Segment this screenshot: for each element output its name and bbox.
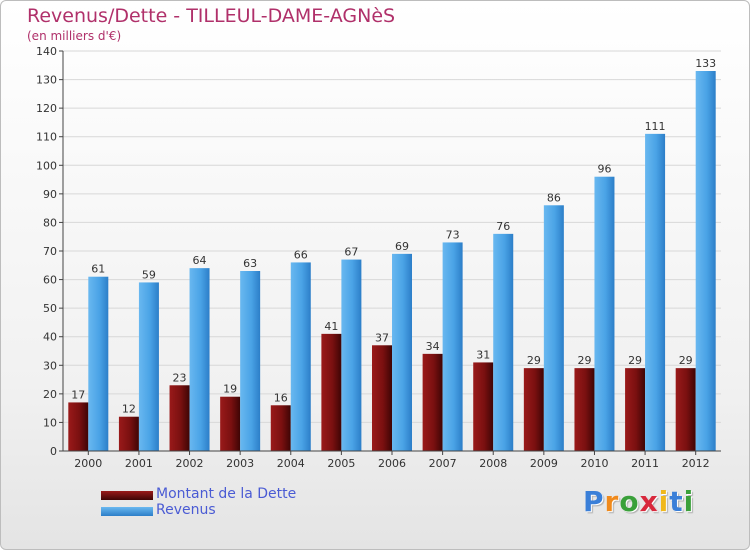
x-tick-label: 2001 — [125, 457, 153, 470]
y-tick-label: 30 — [43, 359, 57, 372]
legend-label-dette: Montant de la Dette — [156, 486, 297, 502]
x-tick-label: 2010 — [580, 457, 608, 470]
y-tick-label: 80 — [43, 216, 57, 229]
legend-swatch-dette — [101, 491, 153, 500]
y-tick-label: 40 — [43, 331, 57, 344]
data-label-dette: 23 — [173, 371, 187, 384]
bar-revenus — [442, 242, 463, 451]
y-tick-label: 70 — [43, 245, 57, 258]
bars-layer — [68, 71, 716, 451]
logo-letter: i — [658, 485, 670, 518]
data-label-revenus: 96 — [597, 163, 611, 176]
data-label-revenus: 111 — [645, 120, 666, 133]
data-label-dette: 31 — [476, 348, 490, 361]
logo-letter: o — [619, 485, 640, 518]
y-tick-label: 60 — [43, 274, 57, 287]
y-tick-label: 130 — [36, 74, 57, 87]
logo-letter: P — [583, 485, 605, 518]
y-tick-label: 90 — [43, 188, 57, 201]
data-label-revenus: 59 — [142, 268, 156, 281]
data-label-dette: 12 — [122, 403, 136, 416]
bar-dette — [675, 368, 696, 451]
bar-revenus — [290, 262, 311, 451]
x-tick-label: 2008 — [479, 457, 507, 470]
x-tick-label: 2000 — [74, 457, 102, 470]
data-label-revenus: 86 — [547, 191, 561, 204]
data-label-dette: 17 — [71, 388, 85, 401]
data-label-revenus: 64 — [193, 254, 207, 267]
bar-dette — [68, 402, 89, 451]
y-tick-label: 140 — [36, 45, 57, 58]
bar-dette — [523, 368, 544, 451]
bar-revenus — [543, 205, 564, 451]
bar-dette — [422, 353, 443, 451]
bar-revenus — [138, 282, 159, 451]
logo-letter: r — [604, 485, 620, 518]
bar-revenus — [240, 271, 261, 451]
x-tick-label: 2003 — [226, 457, 254, 470]
bar-dette — [321, 333, 342, 451]
labels-layer: 17 61 12 59 23 64 19 63 16 66 41 67 37 69 34 73 31 76 29 86… — [71, 57, 716, 416]
bar-dette — [625, 368, 646, 451]
bar-dette — [220, 396, 241, 451]
bar-dette — [118, 416, 139, 451]
data-label-revenus: 66 — [294, 248, 308, 261]
data-label-dette: 41 — [324, 320, 338, 333]
y-tick-label: 100 — [36, 159, 57, 172]
bar-revenus — [88, 276, 109, 451]
data-label-revenus: 61 — [91, 263, 105, 276]
x-tick-label: 2011 — [631, 457, 659, 470]
y-tick-label: 110 — [36, 131, 57, 144]
y-tick-label: 50 — [43, 302, 57, 315]
x-tick-label: 2012 — [682, 457, 710, 470]
data-label-dette: 34 — [426, 340, 440, 353]
data-label-dette: 19 — [223, 383, 237, 396]
bar-revenus — [695, 71, 716, 451]
data-label-revenus: 67 — [344, 246, 358, 259]
data-label-dette: 16 — [274, 391, 288, 404]
data-label-revenus: 73 — [446, 228, 460, 241]
proxiti-logo: Proxiti — [583, 485, 694, 518]
y-tick-label: 120 — [36, 102, 57, 115]
chart-subtitle: (en milliers d'€) — [27, 29, 122, 43]
x-tick-label: 2005 — [327, 457, 355, 470]
bar-revenus — [493, 233, 514, 451]
x-tick-label: 2007 — [429, 457, 457, 470]
x-tick-label: 2009 — [530, 457, 558, 470]
data-label-dette: 29 — [628, 354, 642, 367]
axis-layer: 0 10 20 30 40 50 60 70 80 90 100 110 120 130 140 2000 20… — [36, 45, 721, 470]
logo-letter: x — [639, 485, 659, 518]
data-label-dette: 37 — [375, 331, 389, 344]
bar-dette — [473, 362, 494, 451]
y-tick-label: 20 — [43, 388, 57, 401]
legend-label-revenus: Revenus — [156, 502, 216, 518]
bar-revenus — [645, 133, 666, 451]
data-label-dette: 29 — [577, 354, 591, 367]
data-label-revenus: 69 — [395, 240, 409, 253]
bar-revenus — [189, 268, 210, 451]
y-tick-label: 0 — [50, 445, 57, 458]
bar-revenus — [594, 176, 615, 451]
data-label-revenus: 76 — [496, 220, 510, 233]
bar-dette — [372, 345, 392, 451]
bar-revenus — [341, 259, 362, 451]
logo-letter: t — [669, 485, 684, 518]
y-tick-label: 10 — [43, 416, 57, 429]
logo-letter: i — [683, 485, 695, 518]
data-label-revenus: 133 — [695, 57, 716, 70]
x-tick-label: 2002 — [176, 457, 204, 470]
bar-dette — [574, 368, 595, 451]
chart-title: Revenus/Dette - TILLEUL-DAME-AGNèS — [27, 5, 396, 27]
data-label-dette: 29 — [679, 354, 693, 367]
data-label-revenus: 63 — [243, 257, 257, 270]
x-tick-label: 2006 — [378, 457, 406, 470]
bar-dette — [169, 385, 190, 451]
bar-dette — [270, 405, 291, 451]
data-label-dette: 29 — [527, 354, 541, 367]
bar-revenus — [392, 253, 412, 451]
legend-swatch-revenus — [101, 507, 153, 516]
x-tick-label: 2004 — [277, 457, 305, 470]
